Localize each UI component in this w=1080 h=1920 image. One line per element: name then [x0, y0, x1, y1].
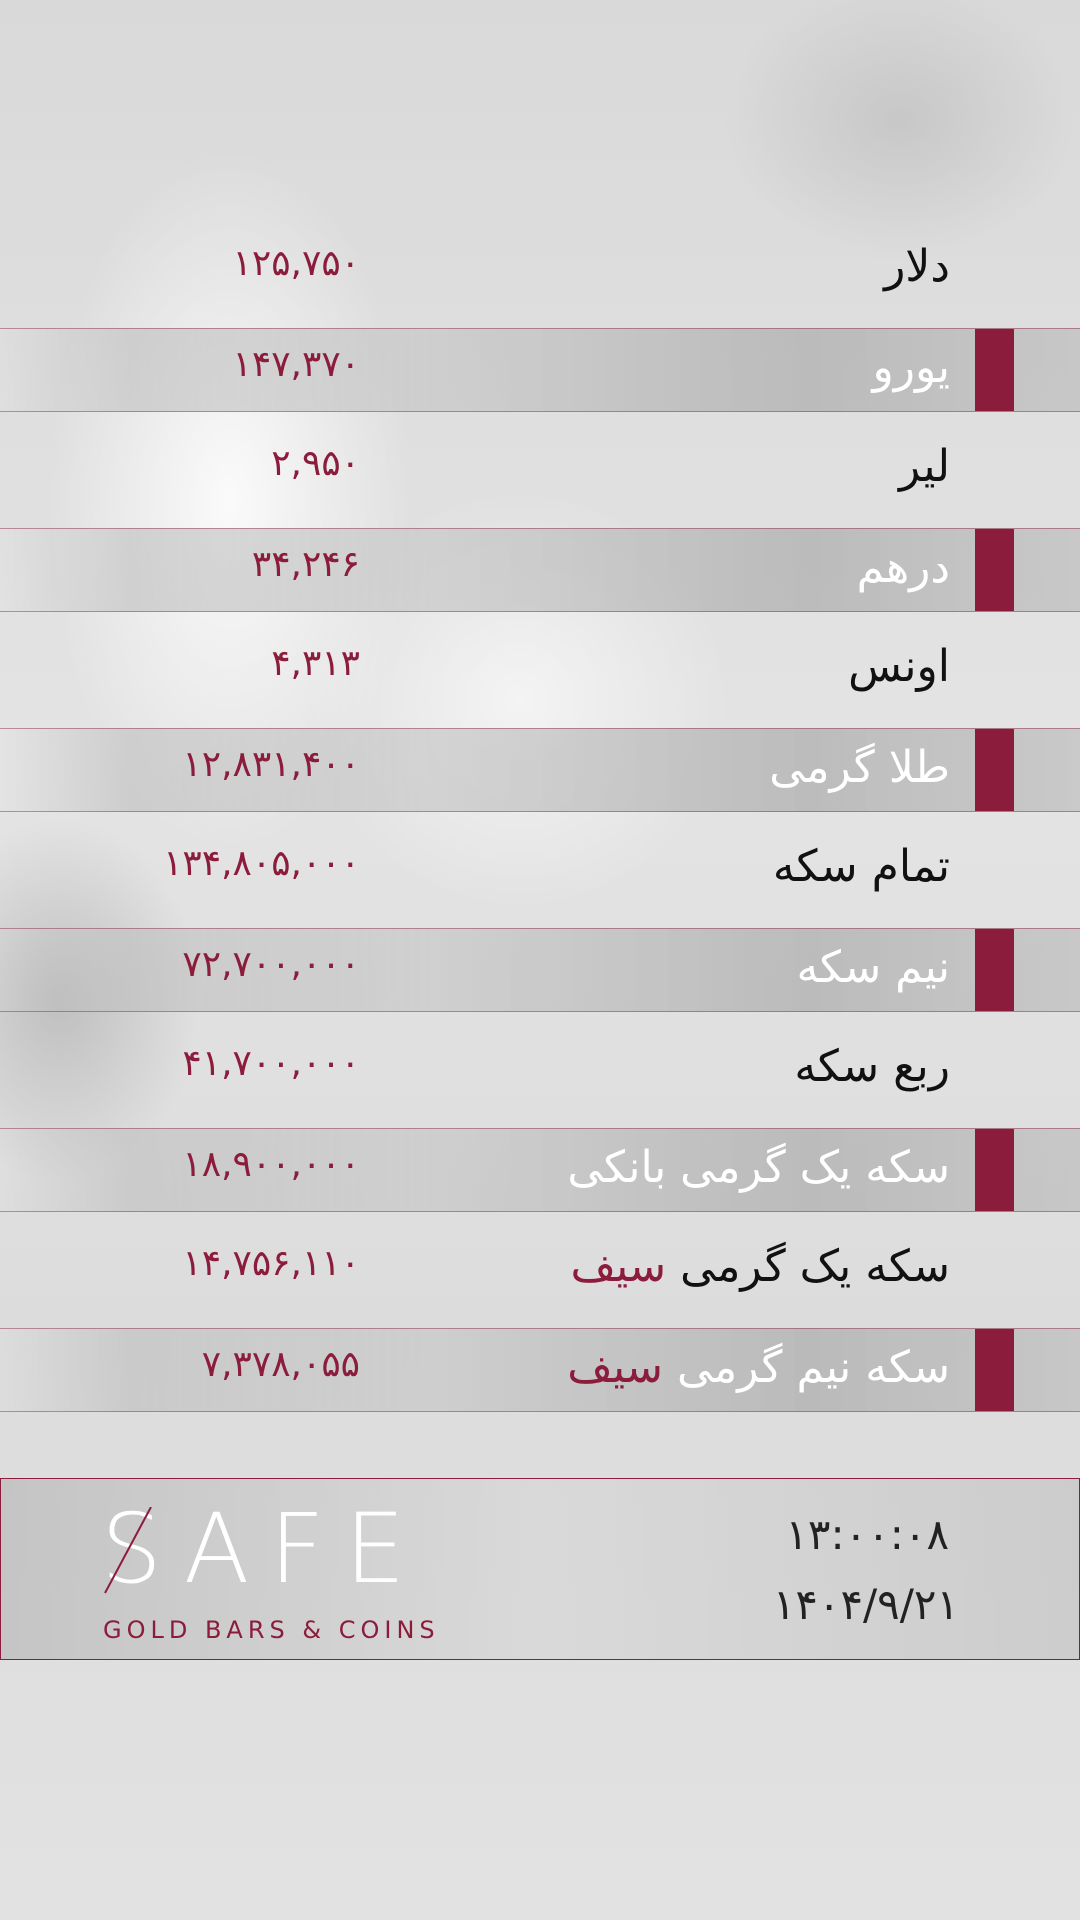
rate-label-text: نیم سکه: [796, 942, 950, 993]
rate-label-text: یورو: [872, 342, 950, 393]
rate-label-text: ربع سکه: [794, 1041, 950, 1092]
rate-row: سکه نیم گرمی سیف ۷,۳۷۸,۰۵۵: [0, 1328, 1080, 1430]
logo-slash-icon: [104, 1507, 152, 1594]
rate-label: اونس: [390, 637, 950, 697]
rate-label: ربع سکه: [390, 1037, 950, 1097]
rate-label: یورو: [390, 338, 950, 398]
rate-value: ۱۲,۸۳۱,۴۰۰: [182, 744, 360, 785]
rate-row: لیر ۲,۹۵۰: [0, 430, 1080, 530]
rate-label: سکه یک گرمی سیف: [390, 1237, 950, 1297]
row-band: [0, 928, 1080, 1012]
rate-row: اونس ۴,۳۱۳: [0, 630, 1080, 730]
row-band: [0, 1328, 1080, 1412]
rate-value: ۱۴۷,۳۷۰: [232, 344, 360, 385]
rate-label-text: تمام سکه: [772, 841, 950, 892]
rate-label-text: طلا گرمی: [769, 742, 950, 793]
accent-bar: [975, 529, 1014, 611]
rate-label-text: سکه یک گرمی بانکی: [567, 1142, 950, 1193]
rate-value: ۴,۳۱۳: [271, 643, 360, 684]
row-band: [0, 328, 1080, 412]
rate-label-text: درهم: [856, 542, 950, 593]
rate-label: سکه نیم گرمی سیف: [390, 1338, 950, 1398]
clock-date: ۱۴۰۴/۹/۲۱: [772, 1580, 959, 1629]
accent-bar: [975, 729, 1014, 811]
rate-label: نیم سکه: [390, 938, 950, 998]
rate-label: طلا گرمی: [390, 738, 950, 798]
row-band: [0, 1128, 1080, 1212]
rate-row: ربع سکه ۴۱,۷۰۰,۰۰۰: [0, 1030, 1080, 1130]
rate-label: تمام سکه: [390, 837, 950, 897]
accent-bar: [975, 1329, 1014, 1411]
rate-row: سکه یک گرمی بانکی ۱۸,۹۰۰,۰۰۰: [0, 1128, 1080, 1230]
rate-row: نیم سکه ۷۲,۷۰۰,۰۰۰: [0, 928, 1080, 1030]
clock-time: ۱۳:۰۰:۰۸: [785, 1510, 949, 1559]
rate-label: دلار: [390, 237, 950, 297]
rate-row: دلار ۱۲۵,۷۵۰: [0, 230, 1080, 330]
accent-bar: [975, 1129, 1014, 1211]
rate-value: ۷,۳۷۸,۰۵۵: [201, 1344, 360, 1385]
rate-value: ۲,۹۵۰: [271, 443, 360, 484]
safe-logo: SAFE GOLD BARS & COINS: [101, 1497, 501, 1647]
rate-label: سکه یک گرمی بانکی: [390, 1138, 950, 1198]
accent-bar: [975, 329, 1014, 411]
rate-label-text: لیر: [899, 441, 950, 492]
footer-panel: SAFE GOLD BARS & COINS ۱۳:۰۰:۰۸ ۱۴۰۴/۹/۲…: [0, 1478, 1080, 1660]
rate-label: لیر: [390, 437, 950, 497]
rate-value: ۳۴,۲۴۶: [251, 544, 360, 585]
rate-label: درهم: [390, 538, 950, 598]
logo-word: SAFE: [101, 1493, 426, 1605]
accent-bar: [975, 929, 1014, 1011]
rate-value: ۱۲۵,۷۵۰: [232, 243, 360, 284]
rate-label-text: اونس: [848, 641, 950, 692]
rate-row: درهم ۳۴,۲۴۶: [0, 528, 1080, 630]
rate-label-text: سکه نیم گرمی: [676, 1342, 950, 1393]
rate-value: ۱۳۴,۸۰۵,۰۰۰: [163, 843, 360, 884]
rate-value: ۱۸,۹۰۰,۰۰۰: [182, 1144, 360, 1185]
rate-value: ۷۲,۷۰۰,۰۰۰: [182, 944, 360, 985]
rate-label-text: سکه یک گرمی: [680, 1241, 950, 1292]
rate-row: تمام سکه ۱۳۴,۸۰۵,۰۰۰: [0, 830, 1080, 930]
rate-value: ۴۱,۷۰۰,۰۰۰: [182, 1043, 360, 1084]
row-band: [0, 728, 1080, 812]
brand-name: سیف: [567, 1342, 663, 1393]
row-band: [0, 528, 1080, 612]
rate-value: ۱۴,۷۵۶,۱۱۰: [182, 1243, 360, 1284]
brand-name: سیف: [570, 1241, 667, 1292]
rate-label-text: دلار: [884, 241, 950, 292]
rate-row: سکه یک گرمی سیف ۱۴,۷۵۶,۱۱۰: [0, 1230, 1080, 1330]
rate-row: یورو ۱۴۷,۳۷۰: [0, 328, 1080, 430]
rate-row: طلا گرمی ۱۲,۸۳۱,۴۰۰: [0, 728, 1080, 830]
logo-tagline: GOLD BARS & COINS: [103, 1616, 440, 1644]
